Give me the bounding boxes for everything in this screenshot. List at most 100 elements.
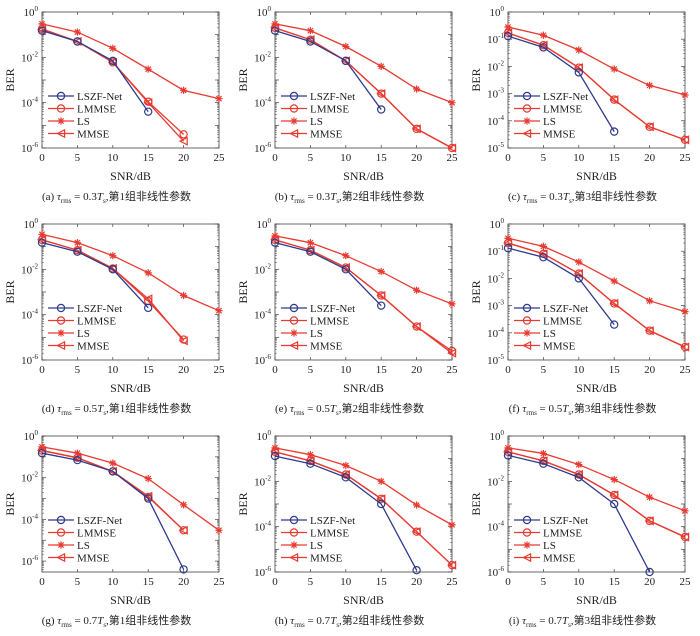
caption-part: = 0.5 — [536, 403, 563, 415]
data-point — [609, 499, 619, 509]
data-point — [610, 277, 618, 285]
chart-caption: (b) τrms = 0.3Ts,第2组非线性参数 — [233, 188, 466, 205]
data-point — [573, 269, 583, 279]
y-tick-exponent: -2 — [265, 50, 271, 58]
caption-part: (d) — [41, 403, 58, 415]
series-line — [507, 447, 686, 512]
y-tick-label: 10-2 — [21, 50, 38, 64]
x-axis-label: SNR/dB — [110, 169, 151, 183]
data-point — [448, 521, 456, 529]
data-point — [178, 136, 188, 146]
legend-label: LSZF-Net — [543, 515, 588, 527]
y-tick-exponent: -6 — [265, 565, 271, 573]
series-line — [507, 454, 651, 573]
caption-part: = 0.3 — [537, 191, 563, 203]
x-axis-label: SNR/dB — [110, 381, 151, 395]
y-tick-label: 10-6 — [254, 141, 271, 155]
data-point — [503, 447, 513, 457]
data-point — [575, 460, 583, 469]
caption-part: τ — [290, 191, 295, 203]
legend-marker — [523, 117, 531, 125]
data-point — [503, 28, 513, 38]
caption-part: T — [97, 615, 104, 627]
legend-marker — [56, 316, 66, 325]
series-lszf-net — [270, 26, 386, 114]
caption-part: rms — [61, 621, 72, 630]
series-line — [507, 242, 686, 348]
series-line — [507, 451, 686, 538]
caption-part: = 0.7 — [304, 615, 331, 627]
x-axis-label: SNR/dB — [576, 381, 617, 395]
data-point — [179, 565, 188, 574]
x-tick-label: 25 — [214, 152, 226, 164]
x-tick-label: 10 — [573, 576, 585, 588]
y-tick-label: 10-2 — [487, 271, 504, 285]
legend-marker — [289, 104, 299, 113]
legend-label: LSZF-Net — [310, 515, 355, 527]
x-tick-label: 10 — [573, 152, 585, 164]
data-point — [144, 269, 152, 277]
x-tick-label: 5 — [75, 576, 81, 588]
data-point — [574, 473, 584, 482]
series-lszf-net — [37, 26, 153, 116]
y-axis-label: BER — [236, 280, 250, 303]
data-point — [180, 86, 188, 94]
x-axis-label: SNR/dB — [343, 381, 384, 395]
data-point — [341, 265, 351, 274]
data-point — [215, 307, 223, 315]
data-point — [215, 95, 223, 103]
y-tick-label: 10-3 — [487, 87, 504, 101]
y-tick-label: 10-3 — [487, 299, 504, 313]
legend-marker — [523, 329, 531, 337]
caption-part: (i) — [508, 615, 523, 627]
legend-marker — [289, 128, 299, 139]
legend-label: LMMSE — [77, 316, 116, 328]
x-tick-label: 10 — [107, 576, 119, 588]
data-point — [37, 235, 47, 245]
data-point — [143, 294, 153, 304]
x-tick-label: 5 — [308, 364, 314, 376]
series-line — [507, 32, 686, 141]
caption-part: τ — [522, 403, 527, 415]
caption-part: T — [562, 191, 569, 203]
data-point — [38, 20, 46, 28]
series-line — [41, 239, 185, 342]
legend-marker — [522, 515, 532, 525]
y-tick-label: 100 — [490, 217, 505, 231]
data-point — [108, 56, 118, 66]
y-tick-exponent: -4 — [498, 520, 504, 528]
data-point — [539, 449, 547, 458]
chart-caption: (i) τrms = 0.7Ts,第3组非线性参数 — [466, 612, 699, 629]
x-tick-label: 10 — [107, 152, 119, 164]
data-point — [680, 342, 690, 352]
y-tick-exponent: -4 — [498, 326, 504, 334]
legend-label: LS — [310, 328, 323, 340]
data-point — [376, 301, 386, 310]
legend-label: MMSE — [543, 129, 576, 141]
data-point — [143, 303, 153, 313]
x-tick-label: 25 — [680, 576, 692, 588]
legend-label: LMMSE — [310, 528, 349, 540]
y-tick-label: 10-2 — [21, 262, 38, 276]
data-point — [503, 451, 513, 460]
series-ls — [38, 230, 223, 315]
x-tick-label: 15 — [609, 364, 621, 376]
y-tick-exponent: -6 — [265, 353, 271, 361]
y-tick-exponent: -2 — [498, 474, 504, 482]
chart-svg: 0 5 10 15 20 25 10-6 10-4 10-2 100 SNR/dB BER LSZF-N… — [3, 5, 226, 183]
caption-part: = 0.5 — [304, 403, 330, 415]
data-point — [646, 81, 654, 90]
caption-part: τ — [522, 191, 527, 203]
caption-part: τ — [57, 403, 62, 415]
caption-part: rms — [526, 409, 537, 418]
x-tick-label: 0 — [272, 364, 278, 376]
data-point — [306, 451, 314, 459]
caption-part: = 0.7 — [536, 615, 562, 627]
data-point — [681, 308, 689, 316]
data-point — [377, 267, 385, 276]
caption-part: T — [96, 191, 103, 203]
caption-part: ,第2组非线性参数 — [338, 403, 424, 415]
